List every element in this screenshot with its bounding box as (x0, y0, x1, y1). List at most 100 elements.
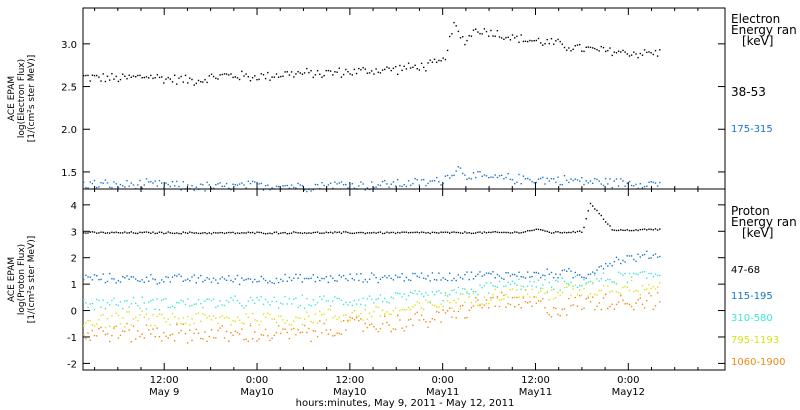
data-point (529, 280, 531, 283)
data-point (228, 317, 230, 319)
data-point (238, 333, 241, 335)
data-point (126, 311, 128, 313)
data-point (442, 305, 444, 308)
data-point (228, 340, 230, 342)
data-point (282, 328, 284, 330)
data-point (158, 336, 161, 338)
data-point (459, 305, 462, 307)
data-point (115, 312, 117, 314)
data-point (119, 232, 122, 234)
data-point (462, 36, 464, 38)
data-point (277, 307, 280, 309)
data-point (628, 289, 631, 292)
electron-panel-frame (82, 7, 726, 190)
data-point (423, 231, 425, 234)
data-point (485, 30, 488, 33)
data-point (327, 232, 330, 234)
x-tick-sublabel: May12 (612, 387, 645, 398)
data-point (247, 300, 249, 302)
data-point (371, 70, 373, 72)
data-point (206, 232, 208, 235)
data-point (587, 210, 589, 212)
data-point (236, 331, 239, 334)
data-point (652, 285, 654, 288)
data-point (475, 290, 477, 293)
data-point (611, 281, 613, 283)
data-point (163, 232, 165, 235)
data-point (585, 282, 587, 284)
data-point (520, 285, 522, 287)
data-point (228, 301, 230, 303)
data-point (295, 334, 297, 336)
proton-legend-entry: 1060-1900 (731, 357, 786, 368)
data-point (325, 276, 327, 278)
data-point (468, 309, 470, 311)
data-point (96, 323, 98, 325)
data-point (210, 73, 213, 75)
data-point (557, 277, 559, 279)
data-point (89, 181, 91, 183)
data-point (347, 231, 349, 234)
data-point (358, 231, 360, 234)
data-point (626, 255, 628, 257)
data-point (609, 305, 611, 308)
electron-ytick-label: 1.5 (61, 168, 77, 179)
data-point (135, 302, 137, 304)
data-point (566, 286, 568, 288)
data-point (557, 231, 559, 233)
data-point (477, 293, 479, 296)
data-point (641, 187, 644, 189)
data-point (143, 337, 145, 339)
data-point (301, 294, 304, 296)
data-point (225, 279, 228, 281)
data-point (154, 278, 156, 281)
data-point (202, 232, 204, 234)
data-point (511, 297, 514, 299)
data-point (553, 277, 555, 279)
data-point (620, 229, 622, 231)
data-point (165, 78, 167, 80)
data-point (258, 78, 260, 81)
data-point (130, 231, 132, 233)
data-point (639, 228, 641, 231)
data-point (303, 307, 306, 309)
data-point (659, 274, 661, 277)
data-point (306, 311, 308, 313)
data-point (273, 334, 275, 337)
data-point (546, 230, 548, 233)
data-point (462, 232, 464, 234)
data-point (388, 67, 390, 69)
data-point (243, 232, 245, 234)
data-point (592, 282, 594, 284)
data-point (503, 178, 505, 180)
data-point (299, 274, 301, 276)
data-point (529, 178, 531, 181)
data-point (559, 40, 561, 43)
data-point (154, 325, 156, 327)
data-point (544, 43, 546, 45)
data-point (646, 51, 648, 54)
data-point (386, 183, 388, 185)
electron-ylabel-line: ACE EPAM (7, 76, 17, 121)
data-point (371, 272, 373, 274)
data-point (358, 67, 360, 70)
data-point (269, 79, 271, 81)
data-point (200, 81, 202, 83)
data-point (141, 333, 143, 335)
data-point (472, 305, 475, 307)
data-point (225, 232, 228, 234)
data-point (264, 279, 267, 282)
data-point (106, 333, 109, 335)
data-point (245, 187, 247, 189)
data-point (232, 76, 234, 79)
data-point (303, 277, 306, 280)
data-point (533, 296, 535, 298)
data-point (605, 280, 607, 282)
data-point (403, 293, 405, 295)
data-point (583, 226, 585, 229)
data-point (83, 279, 85, 281)
data-point (368, 324, 371, 326)
data-point (349, 73, 351, 75)
data-point (438, 232, 440, 234)
